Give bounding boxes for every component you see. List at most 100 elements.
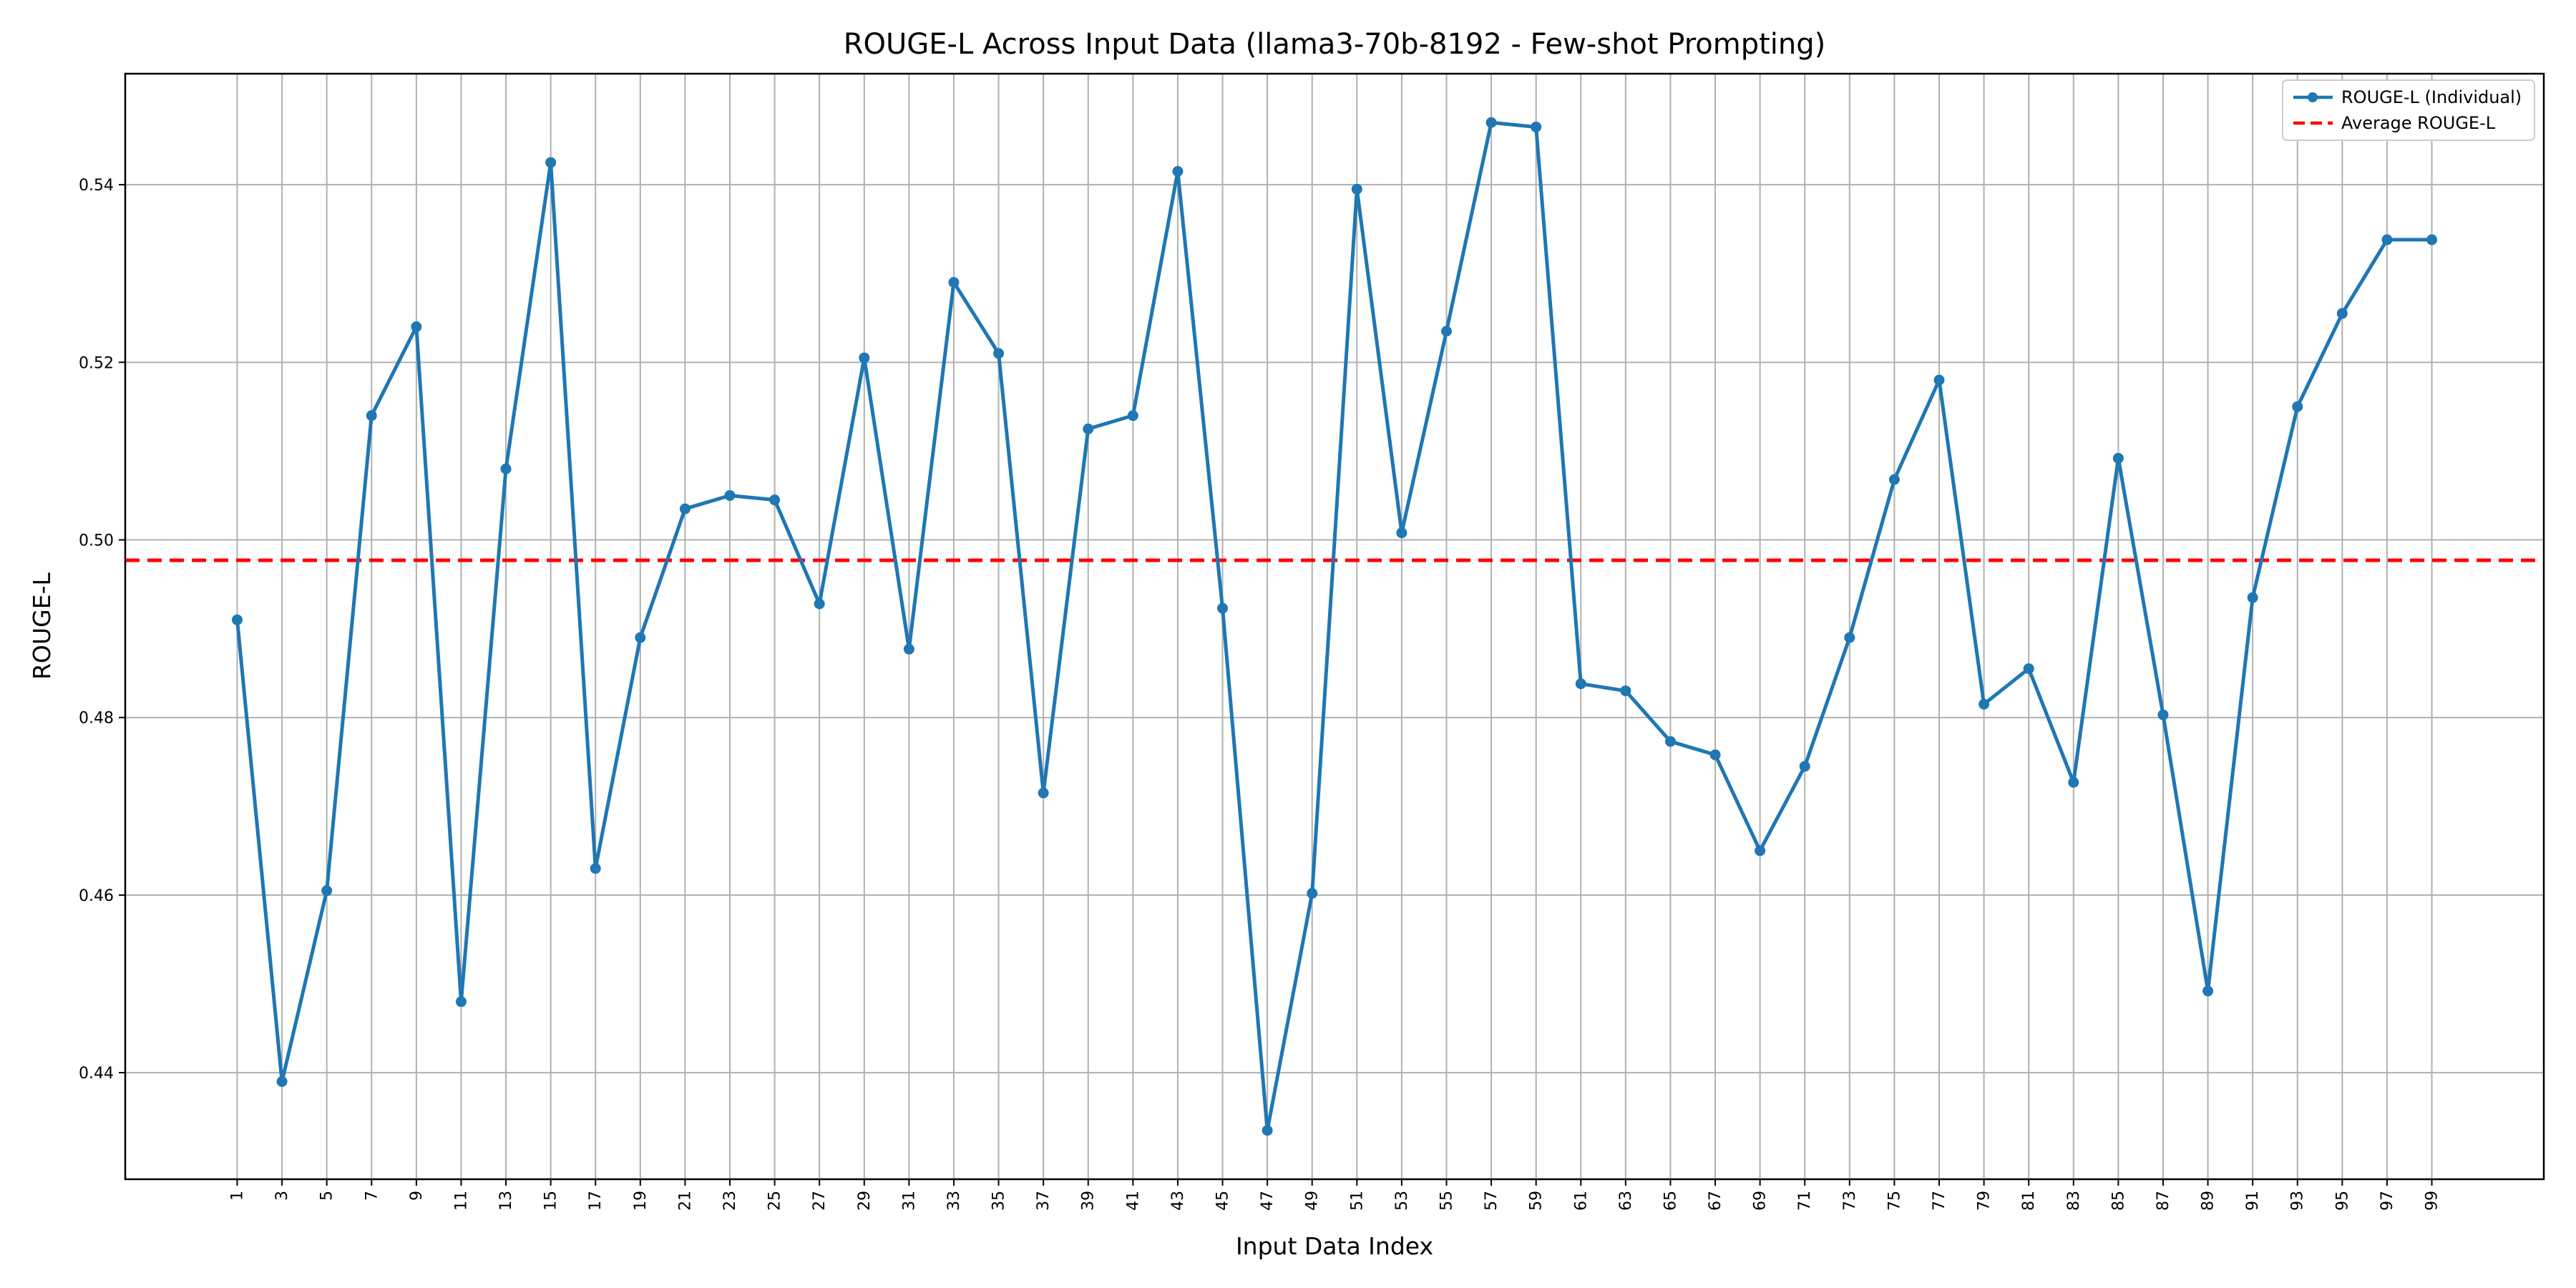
x-tick-label: 53 [1393,1191,1411,1211]
x-tick-label: 19 [632,1191,650,1211]
data-point [1217,602,1229,614]
y-tick-label: 0.46 [79,887,114,905]
x-tick-label: 21 [676,1191,694,1211]
data-point [455,996,467,1008]
y-axis-label: ROUGE-L [28,572,56,680]
data-point [1172,166,1184,177]
data-point [1351,183,1362,195]
y-tick-label: 0.48 [79,710,114,728]
series-line [235,120,2432,1133]
data-point [2068,776,2079,788]
series-layer [231,117,2438,1136]
data-point [231,614,243,625]
x-tick-label: 31 [900,1191,918,1211]
grid [125,74,2544,1179]
data-point [2336,308,2348,319]
legend-label-individual: ROUGE-L (Individual) [2341,87,2522,107]
x-tick-label: 23 [721,1191,739,1211]
legend-marker-individual [2308,92,2318,102]
y-tick-label: 0.50 [79,532,114,550]
x-tick-label: 89 [2200,1191,2218,1211]
legend-label-average: Average ROUGE-L [2341,113,2496,133]
data-point [679,503,691,514]
data-point [1485,117,1497,128]
x-tick-label: 35 [990,1191,1008,1211]
data-point [1396,527,1407,539]
data-point [1620,685,1631,696]
data-point [1888,474,1900,485]
x-tick-label: 17 [587,1191,605,1211]
y-tick-label: 0.44 [79,1065,114,1083]
data-point [2023,663,2034,674]
data-point [366,410,377,421]
data-point [590,863,601,874]
legend: ROUGE-L (Individual) Average ROUGE-L [2282,79,2535,141]
data-point [1755,845,1766,857]
data-point [1709,749,1721,761]
x-tick-label: 45 [1214,1191,1232,1211]
data-point [1307,887,1318,899]
data-point [1575,678,1586,690]
data-point [1038,787,1049,799]
data-point [1664,736,1676,747]
y-tick-label: 0.54 [79,177,114,195]
x-tick-label: 63 [1617,1191,1635,1211]
data-point [2426,234,2438,245]
data-point [724,489,736,501]
x-tick-label: 47 [1259,1191,1277,1211]
x-tick-label: 43 [1169,1191,1187,1211]
x-tick-label: 73 [1841,1191,1859,1211]
x-tick-label: 97 [2379,1191,2396,1211]
x-tick-label: 25 [766,1191,784,1211]
x-tick-label: 51 [1348,1191,1366,1211]
data-point [500,463,512,474]
x-axis-ticks: 1 3 5 7 9 11 13 15 17 19 21 23 25 27 29 31 33 35 37 39 41 43 4… [228,1179,2441,1211]
x-tick-label: 33 [945,1191,963,1211]
data-point [2292,401,2303,412]
x-tick-label: 37 [1035,1191,1053,1211]
y-axis-ticks: 0.44 0.46 0.48 0.50 0.52 0.54 [79,177,125,1083]
data-point [903,643,914,655]
x-tick-label: 75 [1885,1191,1903,1211]
chart-title: ROUGE-L Across Input Data (llama3-70b-81… [844,28,1826,61]
x-tick-label: 71 [1796,1191,1814,1211]
data-point [1799,761,1810,772]
data-point [545,157,557,168]
data-point [1127,410,1138,421]
x-tick-label: 3 [273,1191,291,1201]
x-tick-label: 67 [1707,1191,1724,1211]
x-tick-label: 27 [811,1191,829,1211]
data-point [2247,592,2258,603]
x-tick-label: 79 [1976,1191,1994,1211]
data-point [859,352,870,364]
x-tick-label: 13 [497,1191,515,1211]
data-point [948,277,960,288]
data-point [1933,374,1945,386]
x-tick-label: 69 [1752,1191,1770,1211]
x-tick-label: 57 [1483,1191,1501,1211]
data-point [769,494,781,506]
data-point [321,885,333,897]
x-tick-label: 55 [1438,1191,1455,1211]
x-tick-label: 29 [856,1191,874,1211]
data-point [1083,423,1094,434]
x-tick-label: 59 [1528,1191,1546,1211]
data-point [1440,326,1452,337]
plot-frame [124,72,2545,1181]
x-tick-label: 91 [2244,1191,2262,1211]
x-tick-label: 39 [1080,1191,1098,1211]
x-tick-label: 77 [1931,1191,1948,1211]
data-point [276,1075,288,1087]
data-point [1844,632,1855,643]
data-point [635,632,646,643]
x-tick-label: 49 [1304,1191,1322,1211]
x-tick-label: 87 [2155,1191,2172,1211]
x-tick-label: 61 [1572,1191,1590,1211]
data-point [2112,452,2124,464]
x-tick-label: 93 [2289,1191,2307,1211]
x-tick-label: 1 [228,1191,246,1201]
data-point [2202,985,2214,997]
data-point [814,598,825,610]
